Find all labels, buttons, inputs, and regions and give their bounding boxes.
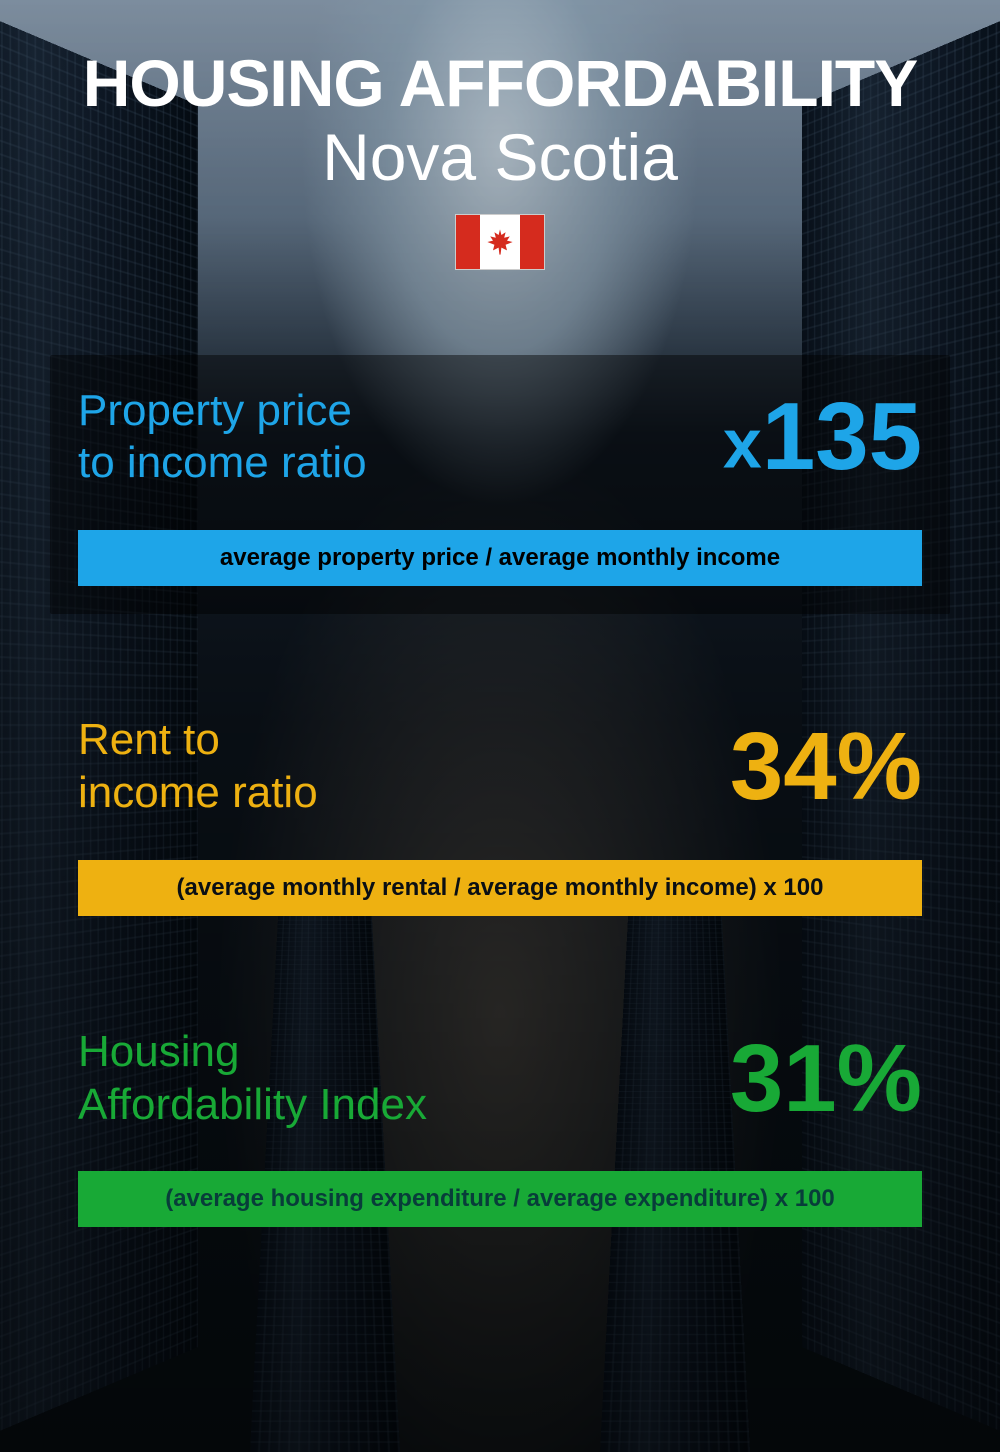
stat-value-housing-index: 31% [730, 1031, 922, 1127]
main-title: HOUSING AFFORDABILITY [50, 50, 950, 116]
content-container: HOUSING AFFORDABILITY Nova Scotia Proper… [0, 0, 1000, 1452]
stat-card-property-price: Property price to income ratio x135 aver… [50, 355, 950, 615]
formula-bar-housing-index: (average housing expenditure / average e… [78, 1171, 922, 1227]
stat-label-property: Property price to income ratio [78, 385, 367, 491]
stat-row: Housing Affordability Index 31% [78, 1026, 922, 1132]
stat-value-property: x135 [723, 389, 922, 485]
stat-label-rent: Rent to income ratio [78, 714, 318, 820]
stat-section-rent: Rent to income ratio 34% (average monthl… [50, 714, 950, 916]
stat-row: Rent to income ratio 34% [78, 714, 922, 820]
header: HOUSING AFFORDABILITY Nova Scotia [50, 50, 950, 275]
stat-label-housing-index: Housing Affordability Index [78, 1026, 427, 1132]
formula-bar-property: average property price / average monthly… [78, 530, 922, 586]
stat-row: Property price to income ratio x135 [78, 385, 922, 491]
stat-value-rent: 34% [730, 719, 922, 815]
canada-flag-icon [455, 214, 545, 270]
subtitle: Nova Scotia [50, 121, 950, 194]
maple-leaf-icon [486, 228, 514, 256]
formula-bar-rent: (average monthly rental / average monthl… [78, 860, 922, 916]
stat-section-housing-index: Housing Affordability Index 31% (average… [50, 1026, 950, 1228]
